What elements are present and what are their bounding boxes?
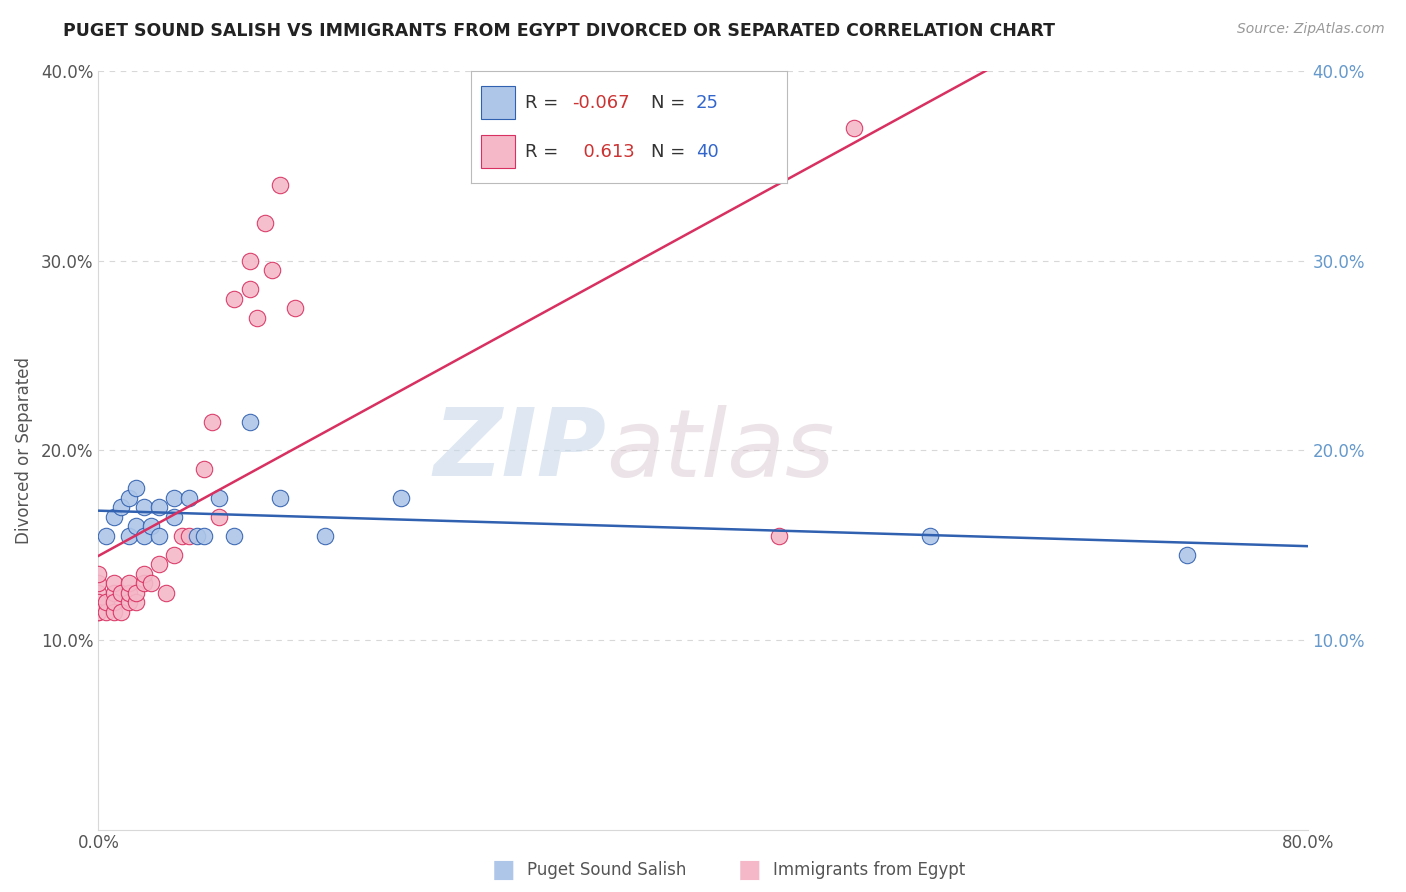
Point (239, 282, 262, 296)
Point (253, 216, 276, 230)
Point (118, 529, 141, 543)
Point (148, 529, 170, 543)
Point (284, 301, 307, 316)
Text: atlas: atlas (606, 405, 835, 496)
Point (103, 585, 125, 599)
Point (918, 529, 941, 543)
Point (103, 576, 125, 591)
Point (94, 605, 117, 619)
Text: Puget Sound Salish: Puget Sound Salish (527, 861, 686, 879)
Text: N =: N = (651, 94, 692, 112)
Point (87, 576, 110, 591)
Text: R =: R = (524, 143, 564, 161)
Point (155, 585, 177, 599)
Point (239, 254, 262, 268)
Text: ■: ■ (738, 858, 762, 881)
Point (132, 566, 155, 581)
Point (163, 509, 186, 524)
Point (179, 491, 201, 505)
Point (132, 576, 155, 591)
Point (208, 509, 231, 524)
Point (118, 585, 141, 599)
Text: -0.067: -0.067 (572, 94, 630, 112)
Point (132, 500, 155, 515)
Point (224, 529, 246, 543)
Text: N =: N = (651, 143, 692, 161)
Point (141, 519, 163, 533)
Point (768, 529, 790, 543)
FancyBboxPatch shape (481, 135, 516, 169)
Text: 25: 25 (696, 94, 718, 112)
Text: PUGET SOUND SALISH VS IMMIGRANTS FROM EGYPT DIVORCED OR SEPARATED CORRELATION CH: PUGET SOUND SALISH VS IMMIGRANTS FROM EG… (63, 22, 1056, 40)
Point (193, 462, 215, 476)
Point (269, 491, 291, 505)
Text: Immigrants from Egypt: Immigrants from Egypt (773, 861, 966, 879)
Point (118, 595, 141, 609)
Point (87, 595, 110, 609)
Point (125, 482, 148, 496)
Point (103, 605, 125, 619)
Point (224, 292, 246, 306)
Point (87, 605, 110, 619)
Text: 0.613: 0.613 (572, 143, 636, 161)
Point (87, 585, 110, 599)
Point (103, 595, 125, 609)
Point (118, 576, 141, 591)
Point (1175, 548, 1198, 562)
Point (246, 310, 269, 325)
Y-axis label: Divorced or Separated: Divorced or Separated (14, 357, 32, 544)
Point (314, 529, 336, 543)
Point (110, 605, 132, 619)
FancyBboxPatch shape (481, 86, 516, 120)
Point (103, 509, 125, 524)
Point (193, 529, 215, 543)
Point (87, 605, 110, 619)
Point (201, 415, 224, 429)
Point (132, 529, 155, 543)
Point (269, 178, 291, 193)
Text: R =: R = (524, 94, 564, 112)
Point (118, 491, 141, 505)
Point (94, 595, 117, 609)
Point (148, 500, 170, 515)
Point (844, 121, 866, 136)
Point (110, 500, 132, 515)
Point (163, 491, 186, 505)
Point (163, 548, 186, 562)
Point (125, 595, 148, 609)
Point (87, 566, 110, 581)
Point (141, 576, 163, 591)
Point (125, 585, 148, 599)
Point (179, 529, 201, 543)
Point (239, 415, 262, 429)
Point (262, 263, 284, 277)
Point (110, 585, 132, 599)
Point (125, 519, 148, 533)
Point (186, 529, 208, 543)
Text: ■: ■ (492, 858, 516, 881)
Point (208, 491, 231, 505)
Point (94, 529, 117, 543)
Point (170, 529, 193, 543)
Text: ZIP: ZIP (433, 404, 606, 497)
Point (389, 491, 412, 505)
Text: 40: 40 (696, 143, 718, 161)
Point (148, 557, 170, 572)
Text: Source: ZipAtlas.com: Source: ZipAtlas.com (1237, 22, 1385, 37)
